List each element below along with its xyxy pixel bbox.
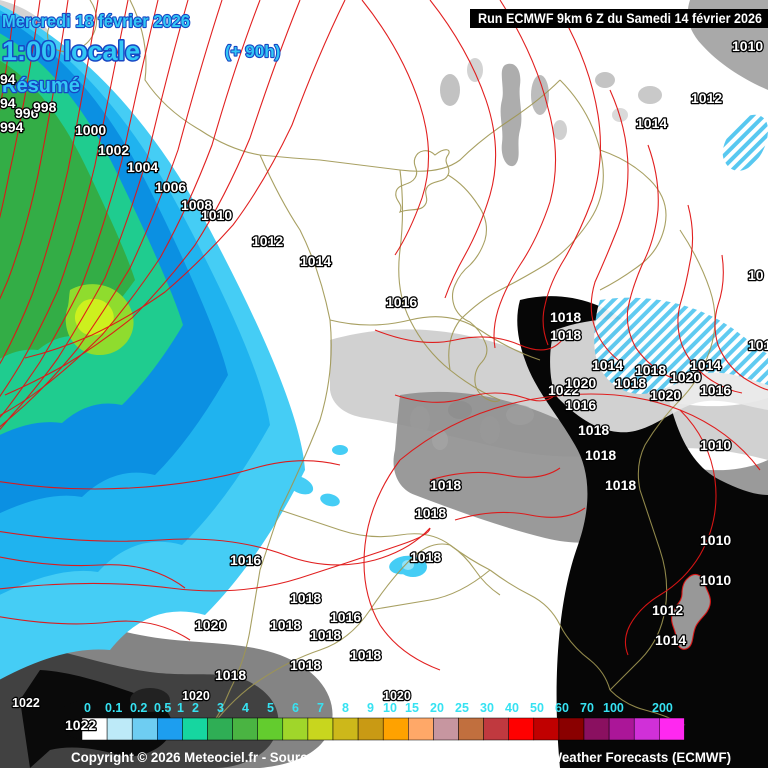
svg-text:50: 50: [530, 701, 544, 715]
svg-text:Copyright © 2026 Meteociel.fr: Copyright © 2026 Meteociel.fr - Source E…: [71, 749, 731, 765]
svg-text:1004: 1004: [127, 159, 158, 175]
svg-text:0: 0: [84, 701, 91, 715]
svg-text:6: 6: [292, 701, 299, 715]
svg-text:1014: 1014: [636, 115, 667, 131]
svg-text:94: 94: [0, 71, 16, 87]
svg-text:1018: 1018: [290, 590, 321, 606]
svg-text:30: 30: [480, 701, 494, 715]
svg-text:998: 998: [33, 99, 57, 115]
svg-text:1018: 1018: [270, 617, 301, 633]
svg-text:1010: 1010: [700, 532, 731, 548]
svg-text:1022: 1022: [12, 696, 40, 710]
svg-text:1: 1: [177, 701, 184, 715]
svg-text:94: 94: [0, 95, 16, 111]
svg-text:1018: 1018: [310, 627, 341, 643]
svg-text:1014: 1014: [300, 253, 331, 269]
svg-text:(+ 90h): (+ 90h): [225, 42, 280, 61]
svg-text:7: 7: [317, 701, 324, 715]
svg-text:9: 9: [367, 701, 374, 715]
svg-text:1016: 1016: [386, 294, 417, 310]
svg-text:1010: 1010: [201, 207, 232, 223]
svg-text:Run ECMWF 9km 6 Z du Samedi 14: Run ECMWF 9km 6 Z du Samedi 14 février 2…: [478, 11, 762, 26]
svg-text:1:00 locale: 1:00 locale: [2, 36, 140, 66]
svg-text:1014: 1014: [655, 632, 686, 648]
svg-text:60: 60: [555, 701, 569, 715]
svg-text:Mercredi 18 février 2026: Mercredi 18 février 2026: [2, 11, 190, 31]
svg-text:1020: 1020: [650, 387, 681, 403]
svg-text:15: 15: [405, 701, 419, 715]
svg-text:1010: 1010: [732, 38, 763, 54]
svg-text:1020: 1020: [195, 617, 226, 633]
svg-text:0.2: 0.2: [130, 701, 147, 715]
svg-text:1020: 1020: [383, 689, 411, 703]
svg-text:20: 20: [430, 701, 444, 715]
svg-text:1020: 1020: [182, 689, 210, 703]
svg-text:3: 3: [217, 701, 224, 715]
svg-text:1018: 1018: [290, 657, 321, 673]
svg-text:4: 4: [242, 701, 249, 715]
svg-text:1006: 1006: [155, 179, 186, 195]
svg-text:1018: 1018: [578, 422, 609, 438]
svg-text:2: 2: [192, 701, 199, 715]
svg-text:1018: 1018: [415, 505, 446, 521]
svg-text:1022: 1022: [65, 717, 96, 733]
svg-text:0.5: 0.5: [154, 701, 171, 715]
svg-text:1016: 1016: [700, 382, 731, 398]
svg-text:1002: 1002: [98, 142, 129, 158]
svg-text:1018: 1018: [215, 667, 246, 683]
svg-text:1018: 1018: [635, 362, 666, 378]
svg-text:5: 5: [267, 701, 274, 715]
svg-text:1016: 1016: [230, 552, 261, 568]
svg-text:1014: 1014: [592, 357, 623, 373]
svg-text:1010: 1010: [700, 437, 731, 453]
svg-text:0.1: 0.1: [105, 701, 122, 715]
svg-text:1018: 1018: [410, 549, 441, 565]
svg-text:1010: 1010: [700, 572, 731, 588]
svg-text:1012: 1012: [252, 233, 283, 249]
svg-text:200: 200: [652, 701, 673, 715]
svg-text:1018: 1018: [550, 309, 581, 325]
svg-text:40: 40: [505, 701, 519, 715]
svg-text:1010: 1010: [748, 337, 768, 353]
svg-text:1020: 1020: [565, 375, 596, 391]
svg-text:25: 25: [455, 701, 469, 715]
svg-text:10: 10: [383, 701, 397, 715]
svg-text:1018: 1018: [550, 327, 581, 343]
svg-text:1012: 1012: [691, 90, 722, 106]
svg-text:100: 100: [603, 701, 624, 715]
svg-text:1018: 1018: [430, 477, 461, 493]
svg-text:70: 70: [580, 701, 594, 715]
svg-text:1018: 1018: [585, 447, 616, 463]
svg-text:1018: 1018: [350, 647, 381, 663]
svg-text:10: 10: [748, 267, 764, 283]
svg-text:1018: 1018: [605, 477, 636, 493]
svg-text:1016: 1016: [330, 609, 361, 625]
svg-text:1012: 1012: [652, 602, 683, 618]
svg-text:1014: 1014: [690, 357, 721, 373]
svg-text:8: 8: [342, 701, 349, 715]
svg-text:1016: 1016: [565, 397, 596, 413]
svg-text:1000: 1000: [75, 122, 106, 138]
svg-text:994: 994: [0, 119, 24, 135]
